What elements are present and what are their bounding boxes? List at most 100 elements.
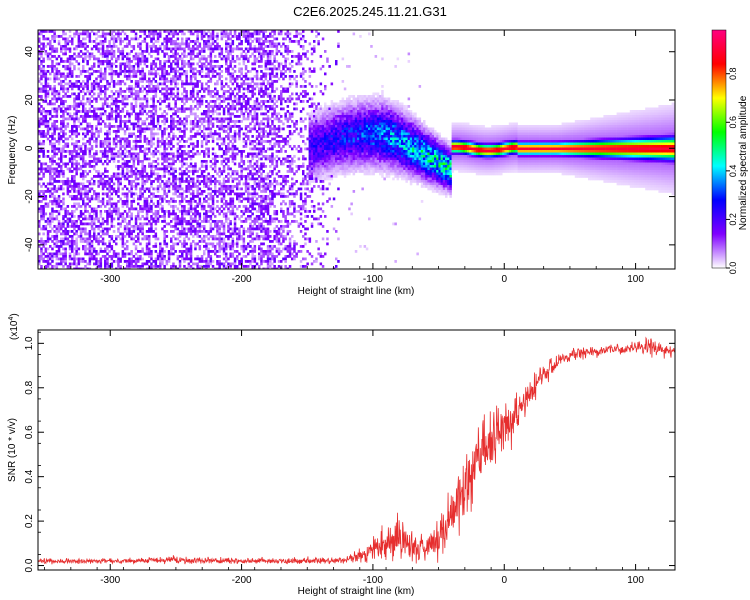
spectrogram-cell xyxy=(205,32,208,36)
spectrogram-cell xyxy=(84,222,87,226)
spectrogram-cell xyxy=(139,227,142,231)
spectrogram-cell xyxy=(189,55,193,58)
spectrogram-cell xyxy=(95,175,98,178)
spectrogram-cell xyxy=(139,207,142,211)
spectrogram-cell xyxy=(242,35,246,38)
spectrogram-cell xyxy=(134,90,138,93)
spectrogram-cell xyxy=(60,147,63,151)
spectrogram-cell xyxy=(64,227,67,231)
spectrogram-cell xyxy=(46,125,50,128)
spectrogram-cell xyxy=(205,110,208,113)
spectrogram-cell xyxy=(68,95,72,98)
spectrogram-cell xyxy=(40,252,43,256)
spectrogram-cell xyxy=(40,135,43,138)
spectrogram-cell xyxy=(238,182,241,186)
spectrogram-cell xyxy=(71,117,74,121)
spectrogram-cell xyxy=(236,177,239,181)
spectrogram-cell xyxy=(40,167,43,171)
spectrogram-cell xyxy=(121,95,125,98)
spectrogram-cell xyxy=(137,115,140,118)
spectrogram-cell xyxy=(101,150,105,153)
spectrogram-cell xyxy=(216,105,219,108)
spectrogram-cell xyxy=(178,230,182,233)
spectrogram-cell xyxy=(148,242,151,246)
spectrogram-cell xyxy=(198,120,202,123)
spectrogram-cell xyxy=(172,155,175,158)
spectrogram-cell xyxy=(192,197,195,201)
spectrogram-cell xyxy=(49,187,52,191)
spectrogram-cell xyxy=(229,232,232,236)
spectrogram-cell xyxy=(189,142,193,146)
spectrogram-cell xyxy=(97,75,100,78)
spectrogram-cell xyxy=(222,170,226,173)
spectrogram-cell xyxy=(119,127,122,131)
spectrogram-cell xyxy=(244,187,248,191)
spectrogram-cell xyxy=(154,85,158,88)
spectrogram-cell xyxy=(44,30,48,33)
spectrogram-cell xyxy=(150,162,153,166)
spectrogram-cell xyxy=(119,80,122,83)
spectrogram-cell xyxy=(205,75,208,78)
spectrogram-cell xyxy=(49,85,52,88)
spectrogram-cell xyxy=(84,247,87,251)
spectrogram-cell xyxy=(90,85,94,88)
spectrogram-cell xyxy=(174,177,177,181)
spectrogram-cell xyxy=(218,112,221,116)
spectrogram-cell xyxy=(189,105,193,108)
spectrogram-cell xyxy=(165,200,169,203)
spectrogram-cell xyxy=(172,132,175,136)
spectrogram-cell xyxy=(42,90,45,93)
spectrogram-cell xyxy=(181,37,184,41)
spectrogram-cell xyxy=(242,57,246,61)
spectrogram-cell xyxy=(49,195,52,198)
spectrogram-cell xyxy=(185,232,188,236)
spectrogram-cell xyxy=(51,127,54,131)
spectrogram-cell xyxy=(200,220,204,223)
spectrogram-cell xyxy=(137,70,140,73)
spectrogram-cell xyxy=(236,125,239,128)
spectrogram-cell xyxy=(194,182,197,186)
spectrogram-cell xyxy=(82,45,85,48)
spectrogram-cell xyxy=(128,62,131,66)
spectrogram-cell xyxy=(44,120,48,123)
spectrogram-cell xyxy=(95,240,98,243)
spectrogram-cell xyxy=(73,242,76,246)
spectrogram-cell xyxy=(189,232,193,236)
spectrogram-cell xyxy=(128,40,131,43)
spectrogram-cell xyxy=(196,122,199,126)
spectrogram-cell xyxy=(163,197,166,201)
spectrogram-cell xyxy=(93,40,96,43)
spectrogram-cell xyxy=(90,115,94,118)
spectrogram-cell xyxy=(97,115,100,118)
spectrogram-cell xyxy=(229,267,232,269)
spectrogram-cell xyxy=(216,125,219,128)
spectrogram-cell xyxy=(181,135,184,138)
spectrogram-cell xyxy=(148,70,151,73)
spectrogram-cell xyxy=(42,42,45,46)
spectrogram-cell xyxy=(156,150,160,153)
spectrogram-cell xyxy=(203,225,206,228)
spectrogram-cell xyxy=(95,125,98,128)
spectrogram-cell xyxy=(229,75,232,78)
spectrogram-cell xyxy=(119,145,122,148)
spectrogram-cell xyxy=(106,257,109,261)
spectrogram-cell xyxy=(88,212,92,216)
spectrogram-cell xyxy=(148,260,151,263)
spectrogram-cell xyxy=(233,70,237,73)
spectrogram-cell xyxy=(68,82,72,86)
spectrogram-cell xyxy=(240,55,243,58)
spectrogram-cell xyxy=(231,237,235,241)
spectrogram-cell xyxy=(104,255,107,258)
spectrogram-cell xyxy=(130,157,133,161)
spectrogram-cell xyxy=(141,55,144,58)
spectrogram-cell xyxy=(51,50,54,53)
spectrogram-cell xyxy=(90,222,94,226)
spectrogram-cell xyxy=(126,95,129,98)
spectrogram-cell xyxy=(137,215,140,218)
spectrogram-cell xyxy=(62,140,65,143)
spectrogram-cell xyxy=(181,250,184,253)
spectrogram-cell xyxy=(75,237,78,241)
spectrogram-cell xyxy=(141,102,144,106)
spectrogram-cell xyxy=(134,245,138,248)
spectrogram-cell xyxy=(194,162,197,166)
